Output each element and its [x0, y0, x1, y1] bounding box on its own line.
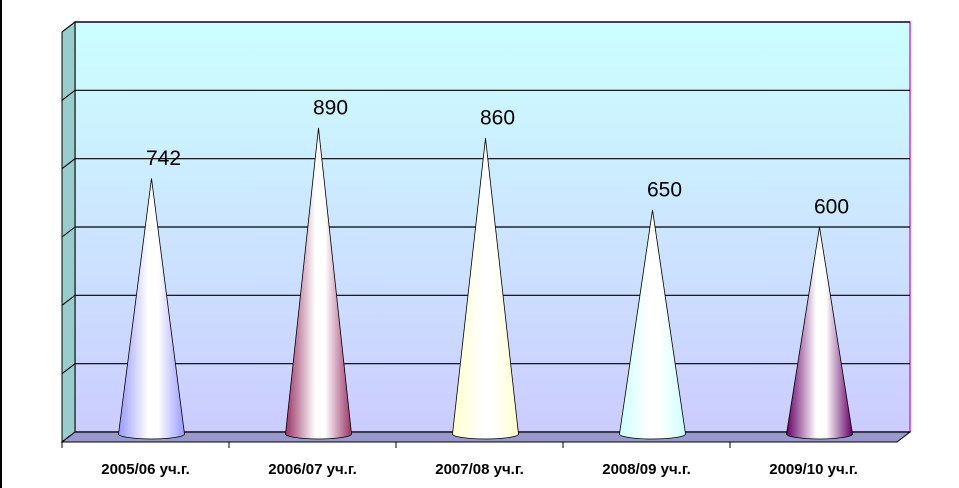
cone [452, 138, 519, 440]
cone [619, 209, 686, 440]
grid-tick [61, 431, 76, 443]
value-label: 890 [313, 96, 348, 119]
x-tick-label: 2008/09 уч.г. [602, 461, 691, 478]
x-tick-label: 2006/07 уч.г. [268, 461, 357, 478]
grid-tick [61, 89, 76, 101]
grid-tick [61, 294, 76, 306]
x-tick-label: 2007/08 уч.г. [435, 461, 524, 478]
value-label: 600 [814, 196, 849, 219]
value-label: 860 [480, 107, 515, 130]
value-label: 742 [146, 147, 181, 170]
x-tick-label: 2009/10 уч.г. [769, 461, 858, 478]
cone [285, 127, 352, 440]
grid-tick [61, 158, 76, 170]
grid-tick [61, 363, 76, 375]
cone [118, 178, 185, 440]
value-label: 650 [647, 178, 682, 201]
cone [786, 226, 853, 440]
grid-tick [61, 21, 76, 33]
grid-tick [61, 226, 76, 238]
x-tick-label: 2005/06 уч.г. [101, 461, 190, 478]
